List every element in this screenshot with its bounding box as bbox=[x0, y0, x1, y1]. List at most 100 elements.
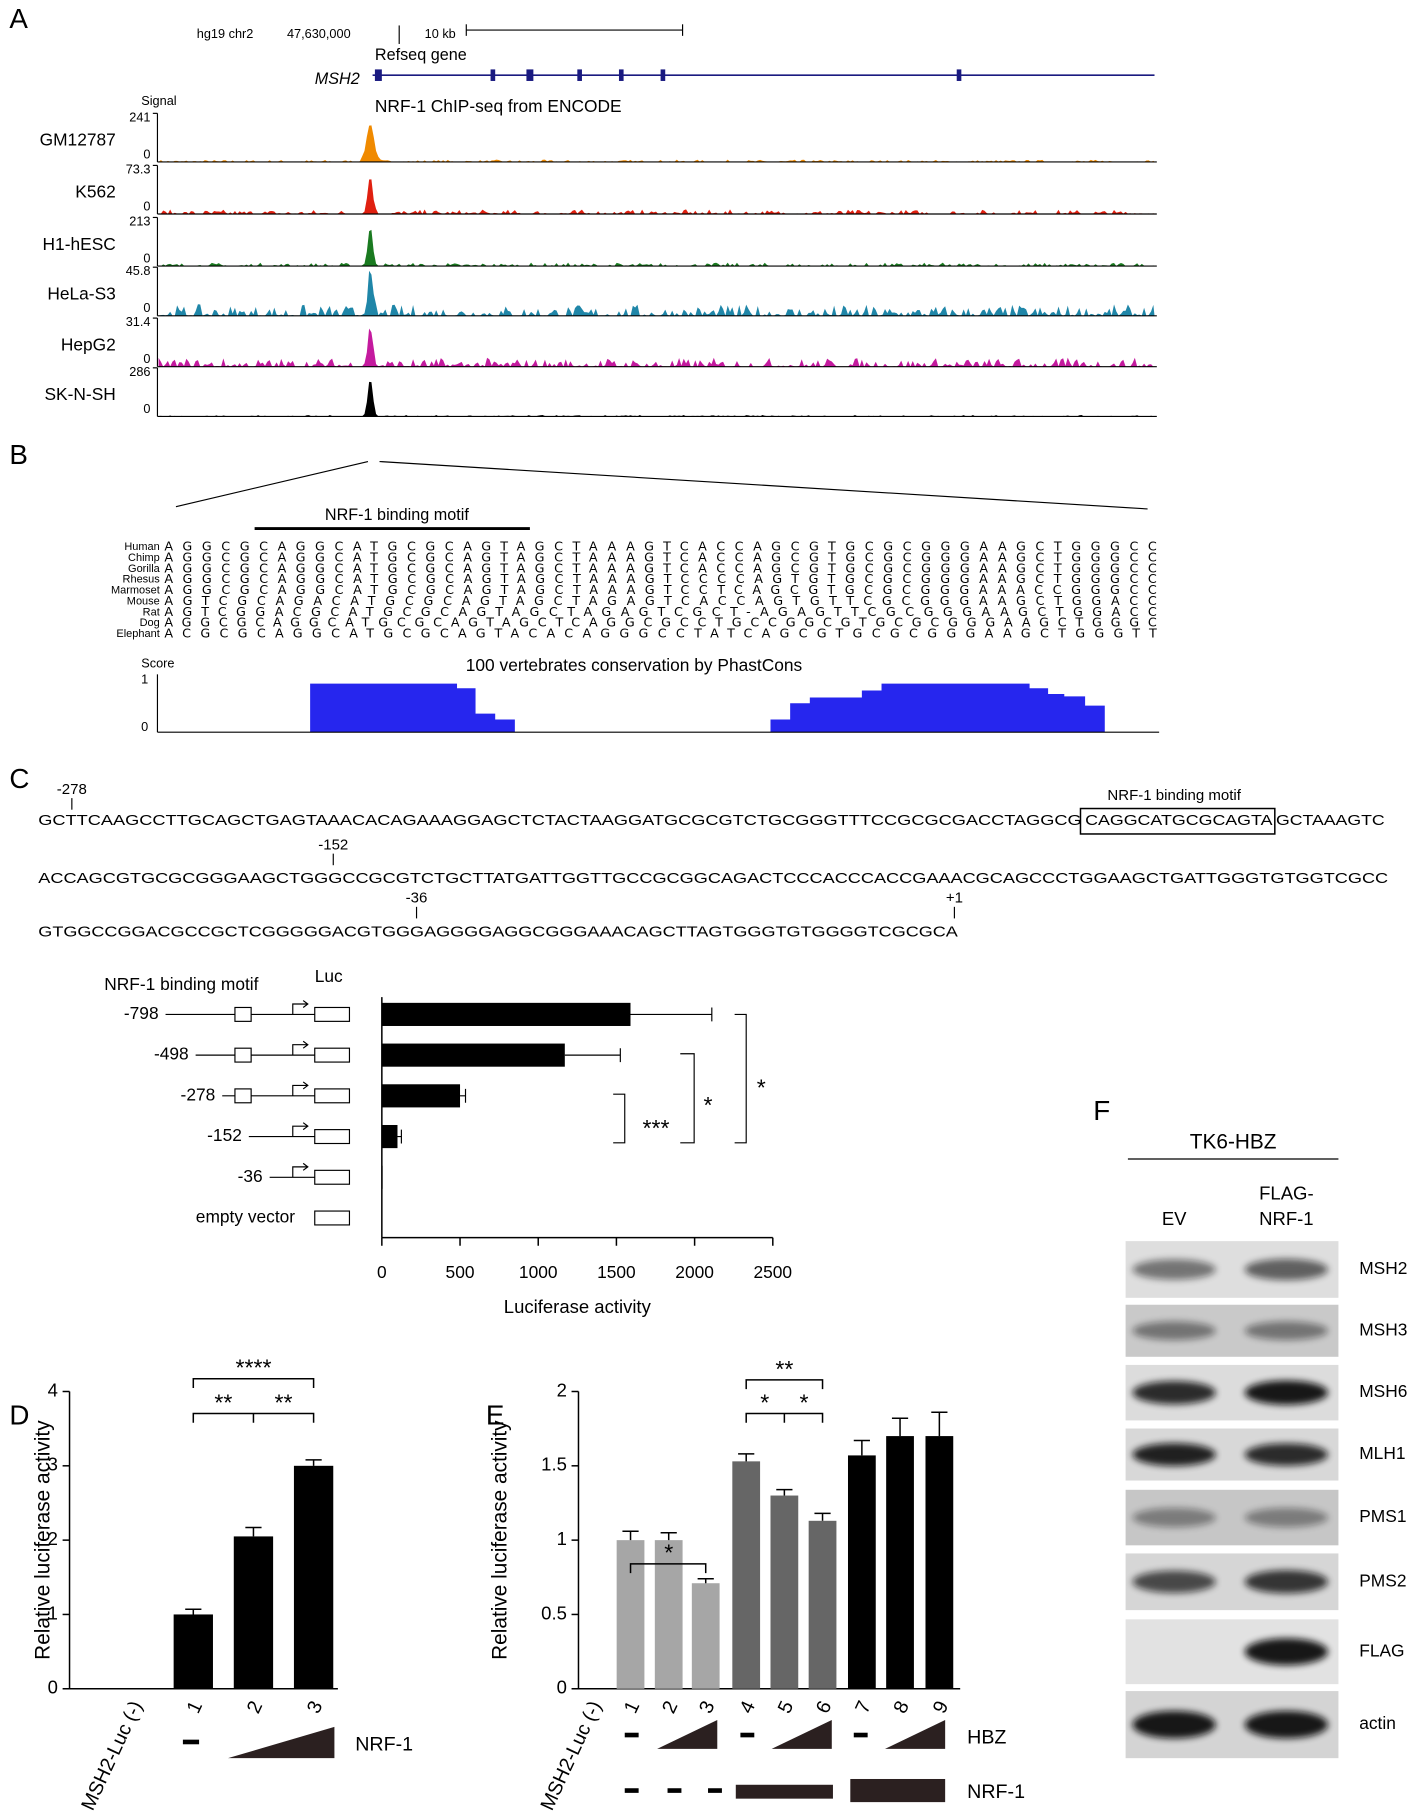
tss-arrow bbox=[292, 1000, 309, 1015]
bar bbox=[293, 1465, 334, 1689]
blot-band bbox=[1132, 1507, 1216, 1528]
protein-label: MSH2 bbox=[1359, 1258, 1407, 1278]
blot-band bbox=[1132, 1321, 1216, 1341]
construct-name: -36 bbox=[238, 1166, 263, 1186]
promoter-sequence: GCTTCAAGCCTTGCAGCTGAGTAAACACAGAAAGGAGCTC… bbox=[38, 812, 1081, 829]
significance: **** bbox=[235, 1355, 271, 1381]
signal-label: Signal bbox=[141, 93, 176, 108]
track-max: 213 bbox=[129, 213, 150, 228]
track-name: HeLa-S3 bbox=[47, 284, 115, 304]
score-label: Score bbox=[141, 655, 174, 670]
protein-label: FLAG bbox=[1359, 1640, 1404, 1660]
bar bbox=[233, 1536, 274, 1689]
scale-label: 10 kb bbox=[425, 26, 456, 41]
error-bar bbox=[814, 1512, 831, 1521]
species: Mouse bbox=[127, 595, 160, 607]
species: Dog bbox=[140, 617, 160, 629]
bar bbox=[381, 1002, 631, 1026]
error-bar bbox=[397, 1129, 402, 1144]
error-bar bbox=[891, 1417, 909, 1437]
x-tick-label: 3 bbox=[303, 1698, 328, 1717]
position: 47,630,000 bbox=[287, 26, 351, 41]
chip-signal bbox=[158, 328, 1155, 367]
y-axis-label: Relative luciferase activity bbox=[32, 1420, 55, 1660]
x-tick-label: 7 bbox=[851, 1698, 876, 1717]
luc-box bbox=[314, 1169, 351, 1185]
x-tick-label: 5 bbox=[774, 1698, 799, 1717]
y-tick-label: 0.5 bbox=[541, 1602, 567, 1623]
bar bbox=[381, 1124, 398, 1149]
tss-arrow bbox=[292, 1122, 309, 1137]
y-axis-label: Relative luciferase activity bbox=[488, 1420, 511, 1660]
y-tick-label: 0 bbox=[557, 1677, 567, 1698]
bar bbox=[808, 1520, 837, 1689]
bar bbox=[691, 1583, 720, 1689]
motif-label: NRF-1 binding motif bbox=[1107, 787, 1241, 804]
significance-bracket bbox=[192, 1412, 315, 1423]
motif-element bbox=[234, 1088, 252, 1104]
significance-bracket bbox=[745, 1412, 824, 1423]
construct-label: NRF-1 binding motif bbox=[104, 974, 258, 994]
position-marker: -152 bbox=[318, 837, 348, 854]
motif-box bbox=[1079, 807, 1276, 835]
exon bbox=[956, 69, 962, 81]
exon bbox=[526, 69, 534, 81]
chip-title: NRF-1 ChIP-seq from ENCODE bbox=[375, 96, 622, 116]
exon bbox=[490, 69, 496, 81]
bar bbox=[616, 1540, 645, 1689]
x-tick-label: 2000 bbox=[675, 1262, 714, 1282]
lane-label: EV bbox=[1162, 1208, 1187, 1229]
score-max: 1 bbox=[141, 671, 148, 686]
track-min: 0 bbox=[143, 351, 150, 366]
significance-bracket bbox=[613, 1013, 747, 1144]
bar bbox=[381, 1043, 565, 1067]
y-tick-label: 4 bbox=[48, 1379, 58, 1400]
x-tick-label: 8 bbox=[889, 1698, 914, 1717]
track-name: HepG2 bbox=[61, 334, 116, 354]
protein-label: PMS1 bbox=[1359, 1506, 1406, 1526]
position-marker: -36 bbox=[406, 890, 428, 907]
luc-box bbox=[314, 1088, 351, 1104]
blot-band bbox=[1244, 1258, 1329, 1281]
x-tick-label: 2500 bbox=[754, 1262, 793, 1282]
motif-label: NRF-1 binding motif bbox=[325, 506, 469, 524]
track-name: H1-hESC bbox=[43, 234, 116, 254]
bar bbox=[886, 1436, 914, 1689]
x-tick-label: 4 bbox=[735, 1698, 760, 1717]
species: Rat bbox=[143, 606, 160, 618]
panel-label: C bbox=[9, 763, 29, 794]
species: Rhesus bbox=[123, 574, 161, 586]
treatment-none bbox=[853, 1732, 868, 1738]
y-tick-label: 1 bbox=[557, 1528, 567, 1549]
luc-box bbox=[314, 1210, 351, 1226]
bar bbox=[654, 1540, 683, 1689]
lane-label: NRF-1 bbox=[1259, 1208, 1313, 1229]
error-bar bbox=[776, 1488, 793, 1496]
gene-track: Refseq gene bbox=[375, 46, 467, 64]
construct-name: -798 bbox=[124, 1003, 159, 1023]
track-max: 241 bbox=[129, 109, 150, 124]
y-tick-label: 1.5 bbox=[541, 1454, 567, 1475]
blot-band bbox=[1244, 1443, 1329, 1466]
chip-signal bbox=[158, 179, 1155, 214]
tss-arrow bbox=[292, 1040, 309, 1056]
y-tick-label: 0 bbox=[48, 1677, 58, 1698]
treatment-constant bbox=[850, 1778, 946, 1803]
assembly: hg19 chr2 bbox=[197, 26, 254, 41]
track-min: 0 bbox=[143, 250, 150, 265]
blot-band bbox=[1132, 1710, 1216, 1739]
significance-bracket bbox=[745, 1379, 824, 1390]
significance: ** bbox=[775, 1356, 793, 1382]
exon bbox=[618, 69, 624, 81]
sequence: AGGCGCAGGCATGCGCAGTAGCTAAAGTCACCAGCGTGCG… bbox=[164, 560, 1157, 575]
blot-band bbox=[1244, 1710, 1329, 1739]
x-tick-label: 1 bbox=[620, 1698, 645, 1717]
sequence: AGGCGCAGGCATGCGCAGTAGCTAAAGTCCCCAGTGTGCG… bbox=[164, 571, 1157, 586]
x-tick-label: 2 bbox=[243, 1698, 268, 1717]
bar bbox=[925, 1436, 954, 1689]
construct-name: -498 bbox=[154, 1044, 189, 1064]
species: Gorilla bbox=[128, 563, 161, 575]
track-min: 0 bbox=[143, 401, 150, 416]
panel-label: D bbox=[9, 1399, 29, 1430]
